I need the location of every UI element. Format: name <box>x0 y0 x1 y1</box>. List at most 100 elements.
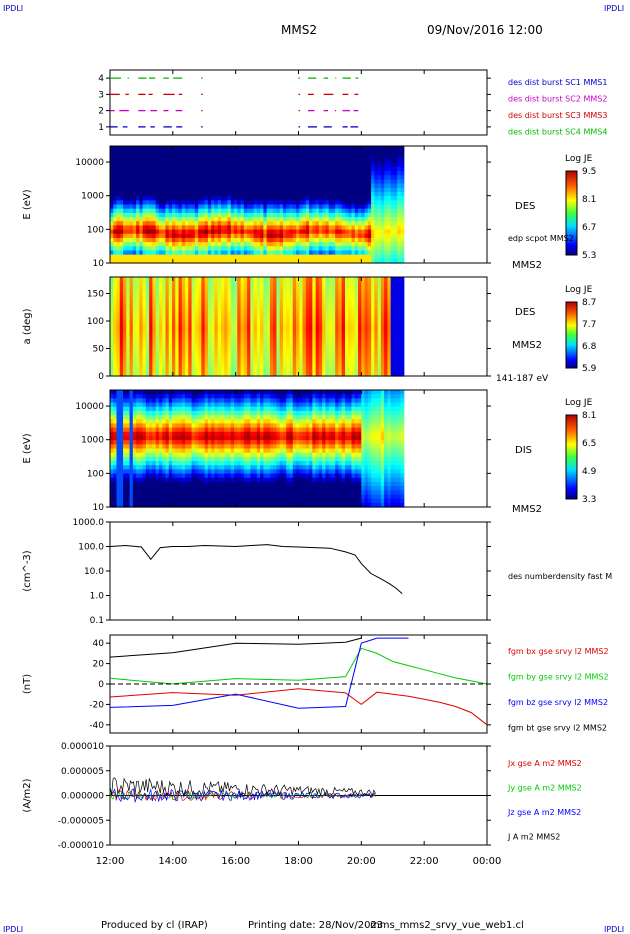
des-energy-heatmap-cell <box>276 146 281 151</box>
des-energy-heatmap-cell <box>126 246 131 252</box>
des-energy-heatmap-cell <box>198 225 202 231</box>
des-energy-heatmap-cell <box>253 175 258 181</box>
des-pitch-heatmap-cell <box>204 365 209 370</box>
des-energy-heatmap-cell <box>123 166 127 172</box>
des-pitch-heatmap-cell <box>338 333 343 338</box>
des-energy-heatmap-cell <box>165 212 170 218</box>
des-energy-heatmap-cell <box>305 187 310 193</box>
des-energy-heatmap-cell <box>335 158 340 164</box>
des-energy-heatmap-cell <box>123 225 127 231</box>
des-energy-heatmap-cell <box>400 217 405 222</box>
des-pitch-heatmap-cell <box>217 340 222 345</box>
des-energy-heatmap-cell <box>296 258 300 264</box>
des-pitch-heatmap-cell <box>361 368 366 374</box>
des-energy-heatmap-cell <box>204 154 209 160</box>
des-energy-heatmap-cell <box>374 258 379 264</box>
des-pitch-heatmap-cell <box>335 294 340 299</box>
des-pitch-heatmap-cell <box>194 280 199 285</box>
des-energy-heatmap-cell <box>194 254 199 260</box>
des-pitch-heatmap-cell <box>253 326 258 331</box>
des-pitch-heatmap-cell <box>302 298 307 303</box>
des-energy-heatmap-cell <box>181 233 186 239</box>
des-energy-heatmap-cell <box>247 179 251 185</box>
des-energy-heatmap-cell <box>309 162 313 168</box>
des-pitch-heatmap-cell <box>149 368 154 374</box>
des-pitch-heatmap-cell <box>178 319 183 324</box>
des-pitch-heatmap-cell <box>165 330 170 335</box>
des-pitch-heatmap-cell <box>149 340 154 345</box>
des-pitch-heatmap-cell <box>325 347 330 352</box>
des-energy-heatmap-cell <box>318 175 323 181</box>
des-energy-heatmap-cell <box>211 246 216 252</box>
des-energy-heatmap-cell <box>390 196 395 201</box>
des-energy-heatmap-cell <box>279 229 284 235</box>
des-pitch-heatmap-cell <box>289 326 294 331</box>
des-energy-heatmap-cell <box>158 150 163 155</box>
des-energy-heatmap-cell <box>214 237 219 243</box>
des-energy-heatmap-cell <box>172 196 176 201</box>
des-pitch-heatmap-cell <box>217 277 222 282</box>
des-pitch-heatmap-cell <box>185 351 189 356</box>
des-energy-heatmap-cell <box>237 187 242 193</box>
des-energy-heatmap-cell <box>358 183 362 189</box>
des-pitch-heatmap-cell <box>253 351 258 356</box>
des-energy-heatmap-cell <box>162 225 167 231</box>
des-energy-heatmap-cell <box>279 158 284 164</box>
des-energy-heatmap-cell <box>145 204 150 210</box>
des-pitch-heatmap-cell <box>296 347 300 352</box>
des-energy-heatmap-cell <box>292 204 297 210</box>
des-energy-heatmap-cell <box>234 196 238 201</box>
des-energy-heatmap-cell <box>260 179 265 185</box>
des-energy-heatmap-cell <box>331 208 336 214</box>
des-energy-heatmap-cell <box>292 158 297 164</box>
des-energy-heatmap-cell <box>400 196 405 201</box>
des-energy-heatmap-cell <box>279 196 284 201</box>
des-energy-heatmap-cell <box>315 162 320 168</box>
des-pitch-heatmap-cell <box>374 330 379 335</box>
des-pitch-heatmap-cell <box>282 365 287 370</box>
des-pitch-heatmap-cell <box>260 344 265 349</box>
des-energy-heatmap-cell <box>250 171 255 176</box>
des-pitch-heatmap-cell <box>247 305 251 310</box>
des-pitch-heatmap-cell <box>234 361 238 366</box>
des-pitch-heatmap-cell <box>344 280 349 285</box>
des-energy-heatmap-cell <box>194 162 199 168</box>
des-pitch-heatmap-cell <box>302 312 307 317</box>
des-energy-heatmap-cells <box>110 146 405 264</box>
des-energy-heatmap-cell <box>126 187 131 193</box>
des-energy-heatmap-cell <box>243 196 248 201</box>
des-energy-heatmap-cell <box>198 246 202 252</box>
des-energy-heatmap-cell <box>158 196 163 201</box>
des-pitch-heatmap-cell <box>198 312 202 317</box>
des-energy-heatmap-cell <box>113 208 118 214</box>
des-energy-heatmap-cell <box>335 242 340 247</box>
des-pitch-heatmap-cell <box>312 361 317 366</box>
des-energy-heatmap-cell <box>387 150 392 155</box>
des-pitch-heatmap-cell <box>155 358 160 363</box>
des-pitch-heatmap-cell <box>155 372 160 377</box>
des-energy-heatmap-cell <box>214 183 219 189</box>
des-energy-heatmap-cell <box>142 158 147 164</box>
des-pitch-heatmap-cell <box>325 354 330 359</box>
des-energy-heatmap-cell <box>315 158 320 164</box>
des-energy-heatmap-cell <box>158 191 163 197</box>
des-pitch-heatmap-cell <box>129 351 134 356</box>
des-energy-heatmap-cell <box>119 254 124 260</box>
des-energy-heatmap-cell <box>253 258 258 264</box>
des-energy-heatmap-cell <box>348 154 353 160</box>
des-pitch-heatmap-cell <box>152 372 157 377</box>
des-pitch-heatmap-cell <box>129 347 134 352</box>
des-energy-heatmap-cell <box>181 246 186 252</box>
des-energy-heatmap-cell <box>191 212 196 218</box>
des-energy-heatmap-cell <box>260 158 265 164</box>
des-pitch-heatmap-cell <box>351 326 356 331</box>
des-pitch-heatmap-cell <box>224 312 229 317</box>
des-pitch-heatmap-cell <box>292 308 297 313</box>
des-pitch-heatmap-cell <box>289 351 294 356</box>
des-energy-heatmap-cell <box>152 196 157 201</box>
des-pitch-heatmap-cell <box>286 351 291 356</box>
des-energy-heatmap-cell <box>299 183 304 189</box>
des-energy-heatmap-cell <box>162 187 167 193</box>
des-pitch-heatmap-cell <box>142 337 147 342</box>
des-energy-heatmap-cell <box>390 191 395 197</box>
